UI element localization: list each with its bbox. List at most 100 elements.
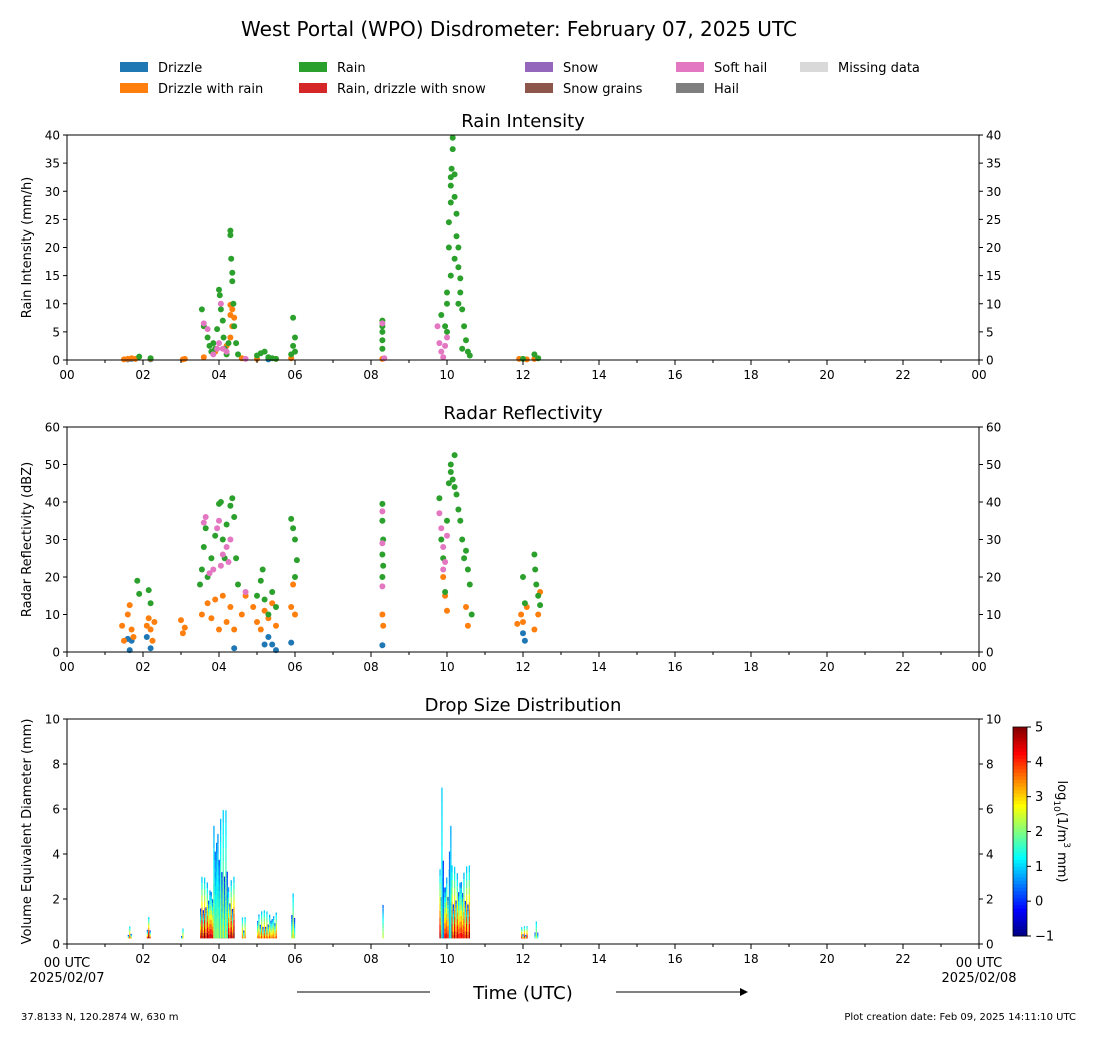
dsd-cell xyxy=(444,928,446,934)
dsd-cell xyxy=(213,904,215,916)
dsd-cell xyxy=(258,931,260,934)
data-point xyxy=(242,589,249,595)
dsd-cell xyxy=(218,859,220,868)
dsd-cell xyxy=(442,884,444,892)
dsd-cell xyxy=(226,911,228,919)
dsd-cell xyxy=(523,932,526,934)
dsd-cell xyxy=(212,903,214,907)
dsd-cell xyxy=(274,923,276,925)
data-point xyxy=(227,502,234,509)
colorbar-segment xyxy=(1013,876,1027,881)
dsd-cell xyxy=(217,844,219,855)
dsd-cell xyxy=(149,937,151,939)
dsd-cell xyxy=(229,934,231,939)
y-tick-label-right: 60 xyxy=(986,421,1001,435)
data-point xyxy=(178,617,184,624)
dsd-cell xyxy=(146,929,149,931)
legend: Drizzle Drizzle with rain Rain Rain, drizzl… xyxy=(120,61,920,97)
dsd-cell xyxy=(444,933,446,939)
dsd-cell xyxy=(146,930,149,932)
dsd-cell xyxy=(220,926,222,939)
colorbar-tick-label: 1 xyxy=(1035,860,1043,875)
dsd-cell xyxy=(202,913,204,916)
dsd-cell xyxy=(462,920,464,925)
colorbar-segment xyxy=(1013,758,1027,763)
dsd-cell xyxy=(265,934,267,937)
colorbar-segment xyxy=(1013,932,1027,937)
data-point xyxy=(447,461,454,468)
data-point xyxy=(257,626,264,633)
dsd-cell xyxy=(148,932,150,935)
dsd-cell xyxy=(148,919,150,922)
y-tick-label: 50 xyxy=(45,458,60,472)
dsd-cell xyxy=(214,895,216,904)
dsd-cell xyxy=(225,848,227,862)
start-label-time: 00 UTC xyxy=(44,956,90,971)
data-point xyxy=(143,634,150,640)
colorbar-segment xyxy=(1013,761,1027,766)
dsd-cell xyxy=(210,919,212,925)
legend-item: Drizzle xyxy=(120,61,202,76)
dsd-cell xyxy=(229,910,231,914)
dsd-cell xyxy=(213,837,215,849)
y-tick-label-right: 6 xyxy=(986,803,994,817)
dsd-cell xyxy=(205,919,207,923)
dsd-cell xyxy=(222,810,224,823)
dsd-cell xyxy=(233,876,235,883)
dsd-cell xyxy=(208,904,210,909)
dsd-cell xyxy=(526,931,528,933)
dsd-cell xyxy=(534,936,536,938)
data-point xyxy=(459,306,466,313)
dsd-cell xyxy=(464,934,466,939)
dsd-cell xyxy=(262,931,264,933)
dsd-cell xyxy=(261,935,263,939)
dsd-cell xyxy=(292,902,294,907)
dsd-cell xyxy=(257,931,259,934)
dsd-cell xyxy=(291,929,293,932)
dsd-cell xyxy=(275,925,277,928)
dsd-cell xyxy=(463,912,465,919)
data-point xyxy=(231,645,238,652)
data-point xyxy=(214,345,221,352)
dsd-cell xyxy=(441,923,443,939)
data-point xyxy=(217,306,224,313)
dsd-cell xyxy=(206,893,208,900)
data-point xyxy=(449,476,456,483)
dsd-cell xyxy=(521,931,523,933)
dsd-cell xyxy=(212,930,214,935)
colorbar-segment xyxy=(1013,768,1027,773)
dsd-cell xyxy=(291,933,293,936)
dsd-cell xyxy=(450,859,452,871)
dsd-cell xyxy=(220,854,222,867)
data-point xyxy=(151,619,158,625)
dsd-cell xyxy=(456,892,458,900)
x-tick-label: 22 xyxy=(895,660,910,674)
dsd-cell xyxy=(214,868,216,878)
dsd-cell xyxy=(257,933,259,935)
y-tick-label-right: 10 xyxy=(986,297,1001,311)
colorbar-tick-label: 4 xyxy=(1035,755,1043,770)
dsd-cell xyxy=(448,929,451,939)
dsd-cell xyxy=(273,929,275,932)
chart-title: Radar Reflectivity xyxy=(443,403,603,424)
dsd-cell xyxy=(455,927,457,931)
dsd-cell xyxy=(452,928,454,932)
dsd-cell xyxy=(182,933,184,935)
data-point xyxy=(225,340,232,347)
data-point xyxy=(537,602,544,609)
dsd-cell xyxy=(459,927,461,933)
dsd-cell xyxy=(149,933,151,935)
data-point xyxy=(202,525,209,532)
dsd-cell xyxy=(209,909,211,915)
dsd-cell xyxy=(230,880,232,886)
data-point xyxy=(459,345,466,352)
dsd-cell xyxy=(220,818,222,831)
data-point xyxy=(254,592,260,599)
dsd-cell xyxy=(535,936,537,939)
dsd-cell xyxy=(218,922,220,931)
dsd-cell xyxy=(231,926,234,930)
data-point xyxy=(444,532,450,539)
dsd-cell xyxy=(218,891,220,900)
dsd-cell xyxy=(462,924,464,930)
